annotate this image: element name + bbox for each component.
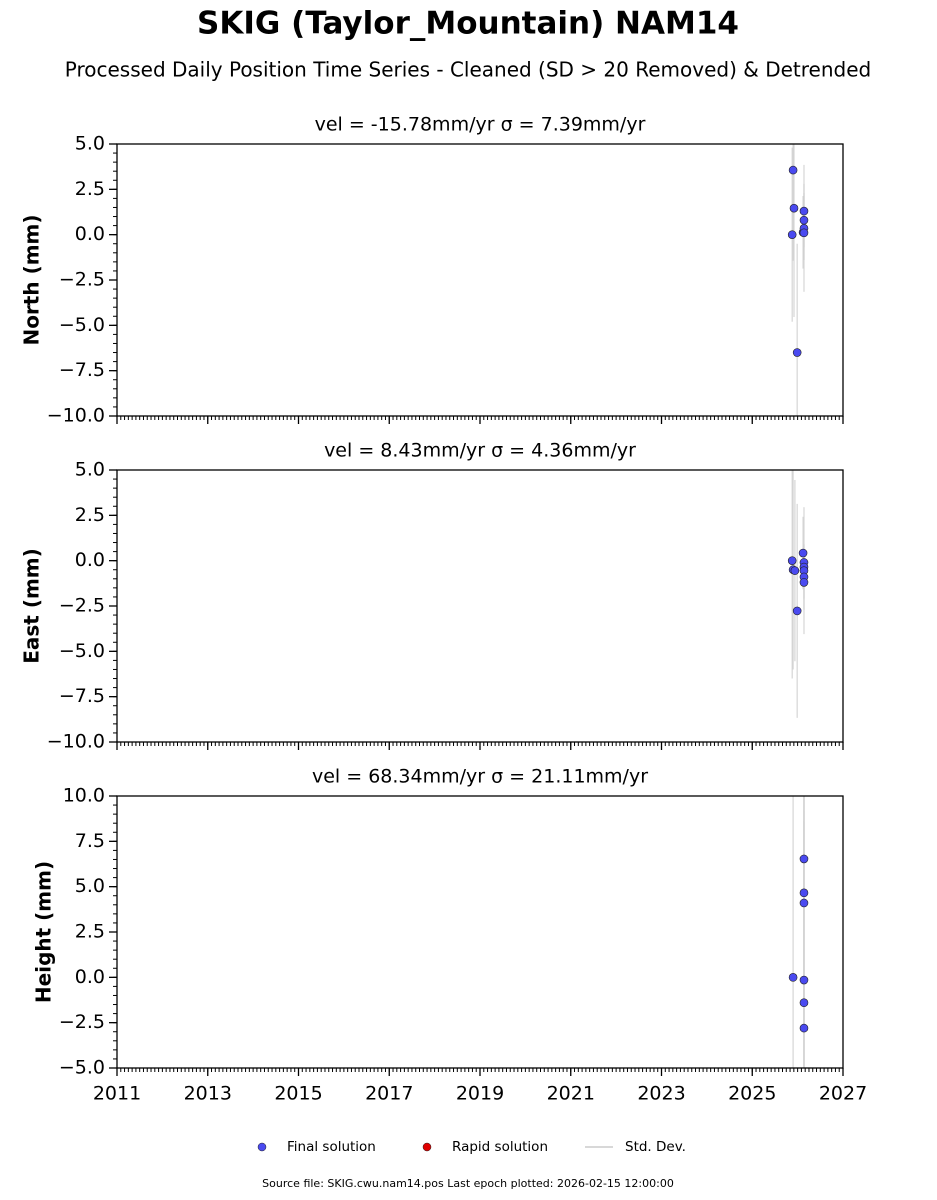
legend-marker xyxy=(422,1142,432,1152)
data-point xyxy=(799,206,809,216)
data-point xyxy=(799,215,809,225)
y-tick-label: 0.0 xyxy=(75,549,105,571)
x-tick-label: 2021 xyxy=(547,1083,595,1105)
y-tick-label: −7.5 xyxy=(59,685,105,707)
y-tick-label: −10.0 xyxy=(47,405,105,427)
y-tick-label: 10.0 xyxy=(63,785,105,807)
panel-title: vel = 68.34mm/yr σ = 21.11mm/yr xyxy=(312,766,648,788)
plot-area xyxy=(787,470,809,718)
x-tick-label: 2015 xyxy=(274,1083,322,1105)
axes-frame xyxy=(116,143,844,417)
data-point xyxy=(799,888,809,898)
legend-label: Rapid solution xyxy=(452,1139,548,1155)
panel-title: vel = 8.43mm/yr σ = 4.36mm/yr xyxy=(324,440,636,462)
axes-frame xyxy=(116,469,844,743)
y-tick-label: 0.0 xyxy=(75,223,105,245)
legend-marker xyxy=(257,1142,267,1152)
data-point xyxy=(799,1023,809,1033)
data-point xyxy=(792,348,802,357)
y-tick-label: −5.0 xyxy=(59,640,105,662)
y-tick-label: 2.5 xyxy=(75,504,105,526)
data-point xyxy=(799,854,809,864)
legend-label: Final solution xyxy=(287,1139,376,1155)
legend-label: Std. Dev. xyxy=(625,1139,686,1155)
y-tick-label: 5.0 xyxy=(75,875,105,897)
x-tick-label: 2027 xyxy=(819,1083,867,1105)
data-point xyxy=(790,566,800,575)
figure-title: SKIG (Taylor_Mountain) NAM14 xyxy=(197,6,739,42)
x-tick-label: 2017 xyxy=(365,1083,413,1105)
data-point xyxy=(799,975,809,985)
y-tick-label: −2.5 xyxy=(59,595,105,617)
y-tick-label: 5.0 xyxy=(75,459,105,481)
y-tick-label: 2.5 xyxy=(75,178,105,200)
x-tick-label: 2019 xyxy=(456,1083,504,1105)
y-tick-label: −2.5 xyxy=(59,1011,105,1033)
data-point xyxy=(799,898,809,908)
data-point xyxy=(799,578,809,587)
figure-subtitle: Processed Daily Position Time Series - C… xyxy=(65,58,871,82)
panel: vel = -15.78mm/yr σ = 7.39mm/yr −10.0 −7.5… xyxy=(19,114,844,427)
data-point xyxy=(792,606,802,616)
plot-area xyxy=(787,144,809,416)
y-tick-label: 0.0 xyxy=(75,966,105,988)
y-axis-label: North (mm) xyxy=(19,214,43,345)
data-point xyxy=(788,165,798,175)
plot-area xyxy=(788,796,809,1068)
y-tick-label: −5.0 xyxy=(59,314,105,336)
data-point xyxy=(799,998,809,1008)
data-point xyxy=(788,973,798,982)
y-tick-label: 2.5 xyxy=(75,921,105,943)
footer: Source file: SKIG.cwu.nam14.pos Last epo… xyxy=(262,1177,674,1190)
y-axis-label: East (mm) xyxy=(19,548,43,664)
data-point xyxy=(789,203,799,213)
x-tick-label: 2013 xyxy=(184,1083,232,1105)
data-point xyxy=(787,230,797,239)
y-tick-label: 5.0 xyxy=(75,133,105,155)
y-tick-label: −7.5 xyxy=(59,359,105,381)
y-axis-label: Height (mm) xyxy=(31,861,55,1003)
y-tick-label: −5.0 xyxy=(59,1057,105,1079)
data-point xyxy=(787,556,797,565)
data-point xyxy=(798,548,808,558)
panel: vel = 8.43mm/yr σ = 4.36mm/yr −10.0 −7.5 −5… xyxy=(19,440,844,753)
x-tick-label: 2023 xyxy=(637,1083,685,1105)
y-tick-label: −10.0 xyxy=(47,731,105,753)
x-tick-label: 2011 xyxy=(93,1083,141,1105)
data-point xyxy=(799,228,809,238)
axes-frame xyxy=(116,795,844,1069)
x-tick-label: 2025 xyxy=(728,1083,776,1105)
y-tick-label: 7.5 xyxy=(75,830,105,852)
panel-title: vel = -15.78mm/yr σ = 7.39mm/yr xyxy=(315,114,646,136)
y-tick-label: −2.5 xyxy=(59,269,105,291)
panel: vel = 68.34mm/yr σ = 21.11mm/yr 2011 2013 2… xyxy=(31,766,867,1105)
